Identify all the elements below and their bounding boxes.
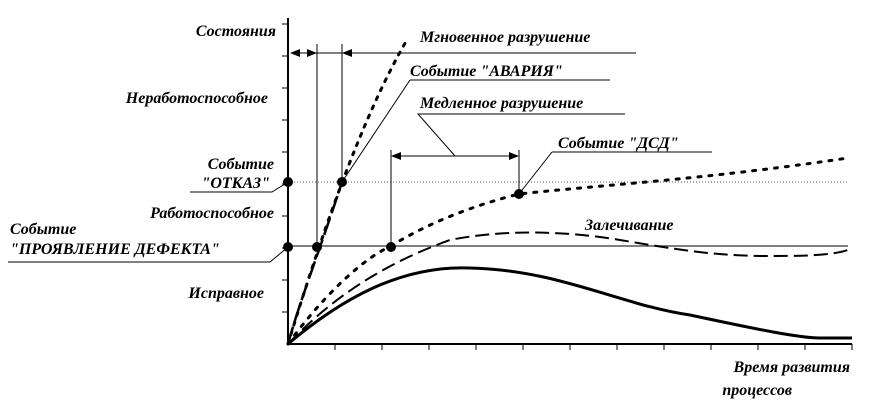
defect-label-connector [8, 246, 289, 263]
healing-label: Залечивание [584, 217, 673, 234]
accident-event-point [337, 177, 347, 187]
failure-event-label-line2: "ОТКАЗ" [201, 175, 270, 192]
defect-event-label-line2: "ПРОЯВЛЕНИЕ ДЕФЕКТА" [10, 241, 220, 258]
slow-destruction-curve [286, 156, 850, 346]
instant-destruction-label: Мгновенное разрушение [419, 29, 590, 46]
x-axis-title-line1: Время развития [733, 359, 850, 376]
defect-time-point [312, 242, 322, 252]
y-axis-title: Состояния [196, 23, 276, 40]
instant-destruction-arrow [290, 49, 636, 57]
accident-leader [341, 79, 411, 183]
defect-event-point [283, 242, 293, 252]
failure-event-point [283, 177, 293, 187]
dsd-event-label: Событие "ДСД" [558, 135, 679, 152]
slow-destruction-arrow [391, 113, 625, 160]
serviceable-curve [287, 266, 852, 346]
instant-destruction-curve [286, 36, 410, 346]
inoperable-state-label: Неработоспособное [125, 90, 268, 107]
serviceable-state-label: Исправное [187, 285, 264, 302]
slow-destruction-label: Медленное разрушение [419, 95, 583, 112]
accident-curve [286, 181, 344, 345]
failure-event-label-line1: Событие [208, 156, 274, 173]
dsd-event-point [514, 189, 524, 199]
x-axis-title-line2: процессов [722, 382, 792, 399]
x-axis-ticks [334, 344, 853, 350]
defect-event-label-line1: Событие [10, 221, 76, 238]
failure-label-connector [190, 181, 289, 193]
accident-event-label: Событие "АВАРИЯ" [410, 63, 563, 80]
healing-curve [287, 231, 849, 345]
dsd-leader [518, 151, 553, 195]
slow-start-point [386, 242, 396, 252]
operable-state-label: Работоспособное [149, 205, 274, 222]
